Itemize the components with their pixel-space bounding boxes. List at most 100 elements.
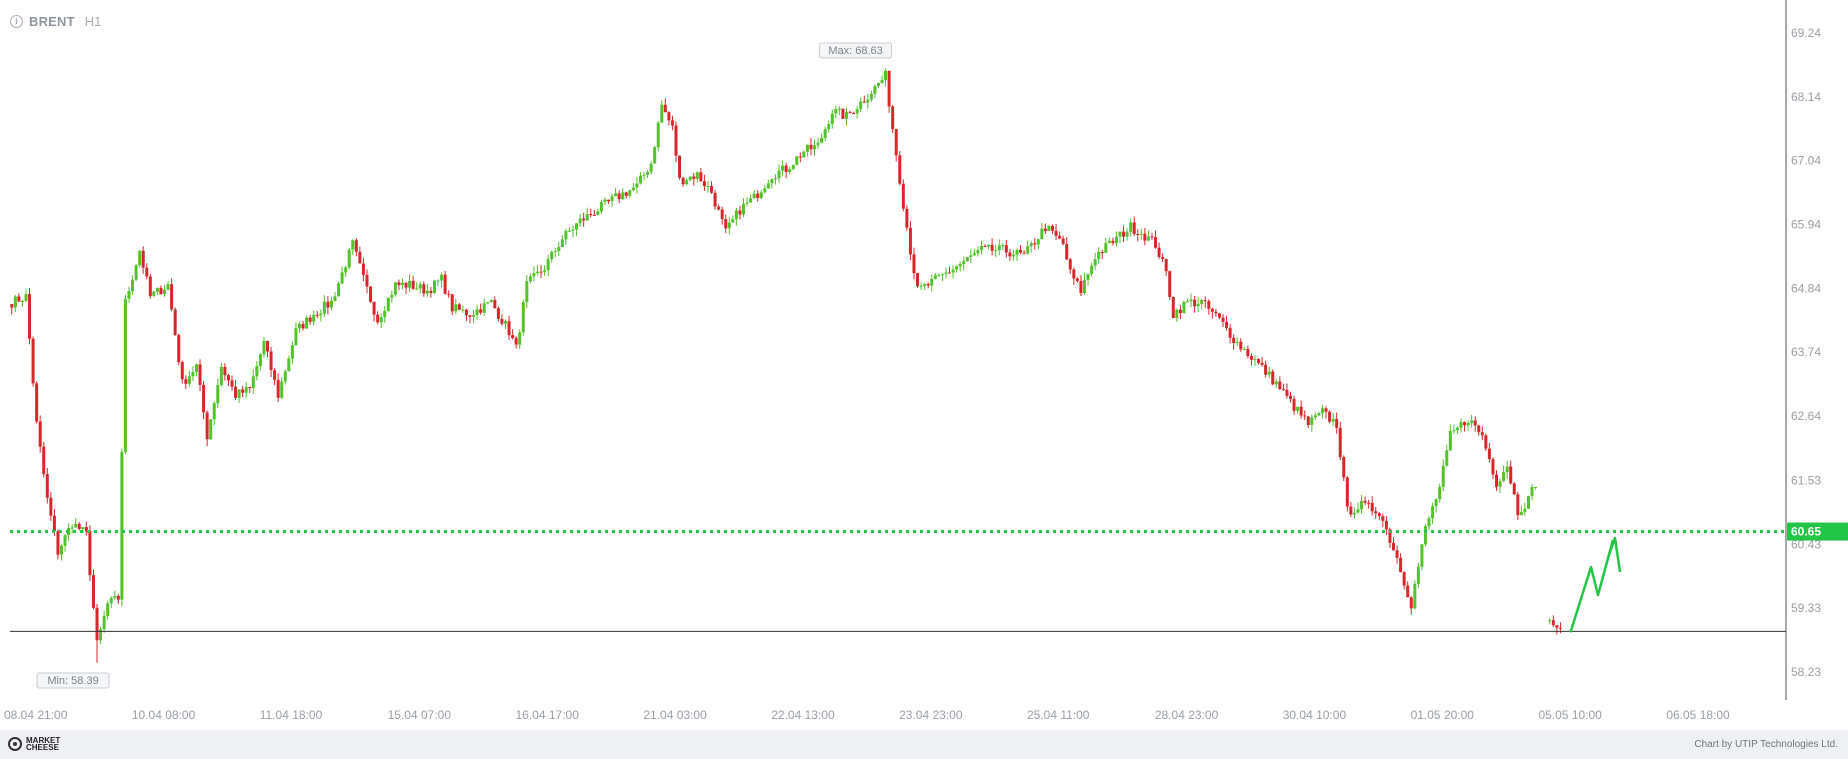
candle-body <box>955 266 959 270</box>
candle-body <box>990 244 994 251</box>
candle-body <box>592 214 596 216</box>
candle-body <box>770 178 774 184</box>
candle-body <box>159 287 163 295</box>
candle-body <box>894 129 898 156</box>
candle-body <box>358 251 362 264</box>
candle-body <box>621 192 625 200</box>
candle-body <box>1335 418 1339 428</box>
candle-body <box>109 597 113 604</box>
candle-body <box>1040 228 1044 240</box>
min-label: Min: 58.39 <box>47 675 98 687</box>
x-tick-label: 22.04 13:00 <box>771 708 835 722</box>
candle-body <box>585 214 589 221</box>
candle-body <box>91 575 95 608</box>
candle-body <box>1061 238 1065 244</box>
candle-body <box>809 144 813 150</box>
candle-body <box>972 253 976 256</box>
candle-body <box>1519 512 1523 516</box>
candle-body <box>390 294 394 298</box>
candle-body <box>642 174 646 176</box>
candle-body <box>415 288 419 290</box>
candle-body <box>798 156 802 158</box>
candle-body <box>944 272 948 274</box>
price-chart[interactable]: 69.24 68.14 67.04 65.94 64.84 63.74 62.64 61.53… <box>0 0 1848 730</box>
info-icon[interactable]: i <box>10 15 23 28</box>
candle-body <box>1441 465 1445 487</box>
candle-body <box>422 284 426 294</box>
candle-body <box>521 302 525 333</box>
candle-body <box>1260 362 1264 365</box>
candle-body <box>1111 240 1115 244</box>
candle-body <box>560 239 564 248</box>
candle-body <box>1132 222 1136 234</box>
candle-body <box>734 210 738 220</box>
candle-body <box>1189 299 1193 302</box>
candle-body <box>1161 256 1165 259</box>
candle-body <box>198 364 202 385</box>
min-label-box <box>36 672 110 689</box>
candle-body <box>1271 371 1275 385</box>
candle-body <box>1139 233 1143 235</box>
candle-body <box>1253 359 1257 361</box>
chart-header: i BRENT H1 <box>10 14 101 29</box>
candle-body <box>187 376 191 384</box>
candle-body <box>884 70 888 81</box>
candle-body <box>1264 364 1268 375</box>
candle-body <box>543 270 547 272</box>
candle-body <box>1100 252 1104 254</box>
candle-body <box>486 302 490 304</box>
candle-body <box>42 446 46 475</box>
candle-body <box>1509 466 1513 484</box>
candle-body <box>1011 254 1015 257</box>
candle-body <box>273 370 277 380</box>
candle-body <box>1178 309 1182 314</box>
candle-body <box>20 300 24 302</box>
candle-body <box>1043 228 1047 231</box>
x-tick-label: 08.04 21:00 <box>4 708 68 722</box>
candle-body <box>223 366 227 376</box>
timeframe-label[interactable]: H1 <box>84 14 102 29</box>
candle-body <box>670 120 674 126</box>
candle-body <box>962 260 966 265</box>
candle-body <box>454 304 458 312</box>
candle-body <box>674 125 678 156</box>
candle-body <box>145 267 149 277</box>
y-tick-label: 59.33 <box>1791 601 1821 615</box>
candle-body <box>1118 231 1122 237</box>
candle-body <box>1445 450 1449 466</box>
candle-body <box>45 474 49 498</box>
candle-body <box>1477 425 1481 433</box>
candle-body <box>518 332 522 345</box>
candle-body <box>1455 427 1459 431</box>
candle-body <box>127 290 131 299</box>
candle-body <box>461 309 465 311</box>
y-tick-label: 60.43 <box>1791 537 1821 551</box>
candle-body <box>553 251 557 253</box>
candle-body <box>575 223 579 230</box>
candle-body <box>212 403 216 420</box>
candle-body <box>1473 420 1477 426</box>
candle-body <box>88 531 92 576</box>
candle-body <box>1406 585 1410 598</box>
candle-body <box>1235 341 1239 344</box>
candle-body <box>713 192 717 207</box>
candle-body <box>532 273 536 277</box>
candle-body <box>1072 269 1076 279</box>
candle-body <box>965 257 969 261</box>
candle-body <box>1249 355 1253 360</box>
candle-body <box>1384 520 1388 530</box>
candle-body <box>411 280 415 289</box>
candle-body <box>219 366 223 385</box>
candle-body <box>1168 271 1172 297</box>
candle-body <box>1470 420 1474 423</box>
candle-body <box>244 387 248 393</box>
candle-body <box>816 142 820 146</box>
candle-body <box>1320 408 1324 414</box>
candle-body <box>1505 466 1509 473</box>
candle-body <box>745 202 749 204</box>
candle-body <box>1402 572 1406 586</box>
candle-body <box>1257 359 1261 363</box>
candle-body <box>1246 349 1250 356</box>
candle-body <box>418 284 422 289</box>
candle-body <box>1136 233 1140 235</box>
